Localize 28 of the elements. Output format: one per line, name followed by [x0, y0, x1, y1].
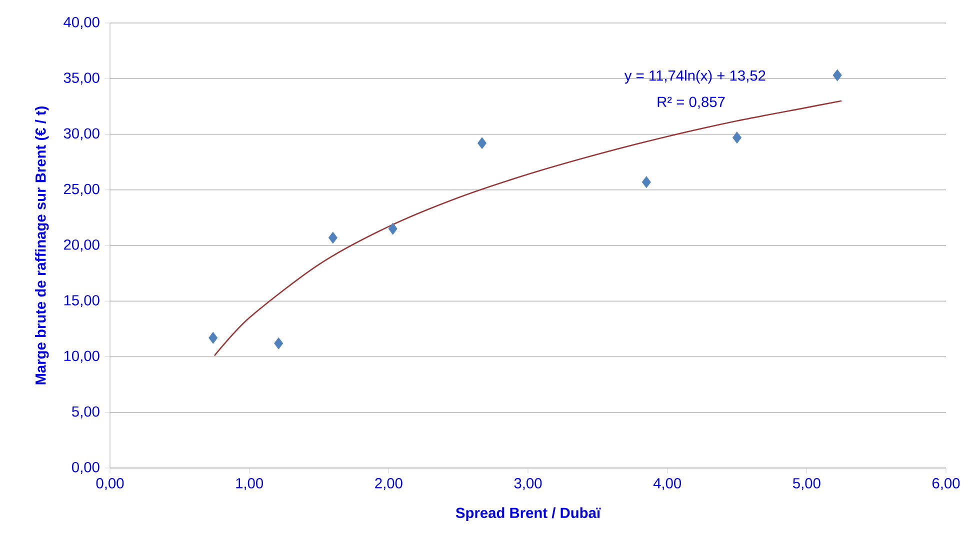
y-tick-label: 5,00 — [72, 406, 100, 418]
annotation: R² = 0,857 — [658, 96, 725, 109]
x-tick-label: 4,00 — [653, 478, 682, 490]
point — [328, 232, 338, 244]
x-tick-label: 3,00 — [514, 478, 542, 490]
point — [274, 338, 284, 350]
y-tick-label: 25,00 — [64, 184, 100, 196]
y-tick-label: 40,00 — [64, 16, 100, 30]
x-tick-label: 0,00 — [96, 478, 124, 490]
y-axis-title: Marge brute de raffinage sur Brent (€ / t) — [35, 106, 49, 384]
y-tick-label: 10,00 — [64, 350, 100, 363]
point — [642, 176, 651, 188]
x-tick-label: 1,00 — [236, 478, 264, 490]
y-tick-label: 35,00 — [64, 72, 100, 85]
x-tick-label: 6,00 — [932, 478, 960, 490]
point — [478, 137, 486, 150]
point — [732, 132, 742, 144]
point — [388, 222, 398, 235]
y-tick-label: 0,00 — [72, 462, 100, 474]
y-tick-label: 20,00 — [64, 239, 100, 252]
y-tick-label: 15,00 — [64, 295, 100, 308]
x-tick-label: 5,00 — [792, 478, 820, 490]
x-axis-title: Spread Brent / Dubaï — [456, 507, 601, 521]
annotation: y = 11,74ln(x) + 13,52 — [624, 70, 766, 84]
point — [832, 69, 842, 82]
x-tick-label: 2,00 — [375, 478, 402, 490]
point — [208, 332, 218, 344]
y-tick-label: 30,00 — [64, 128, 100, 140]
